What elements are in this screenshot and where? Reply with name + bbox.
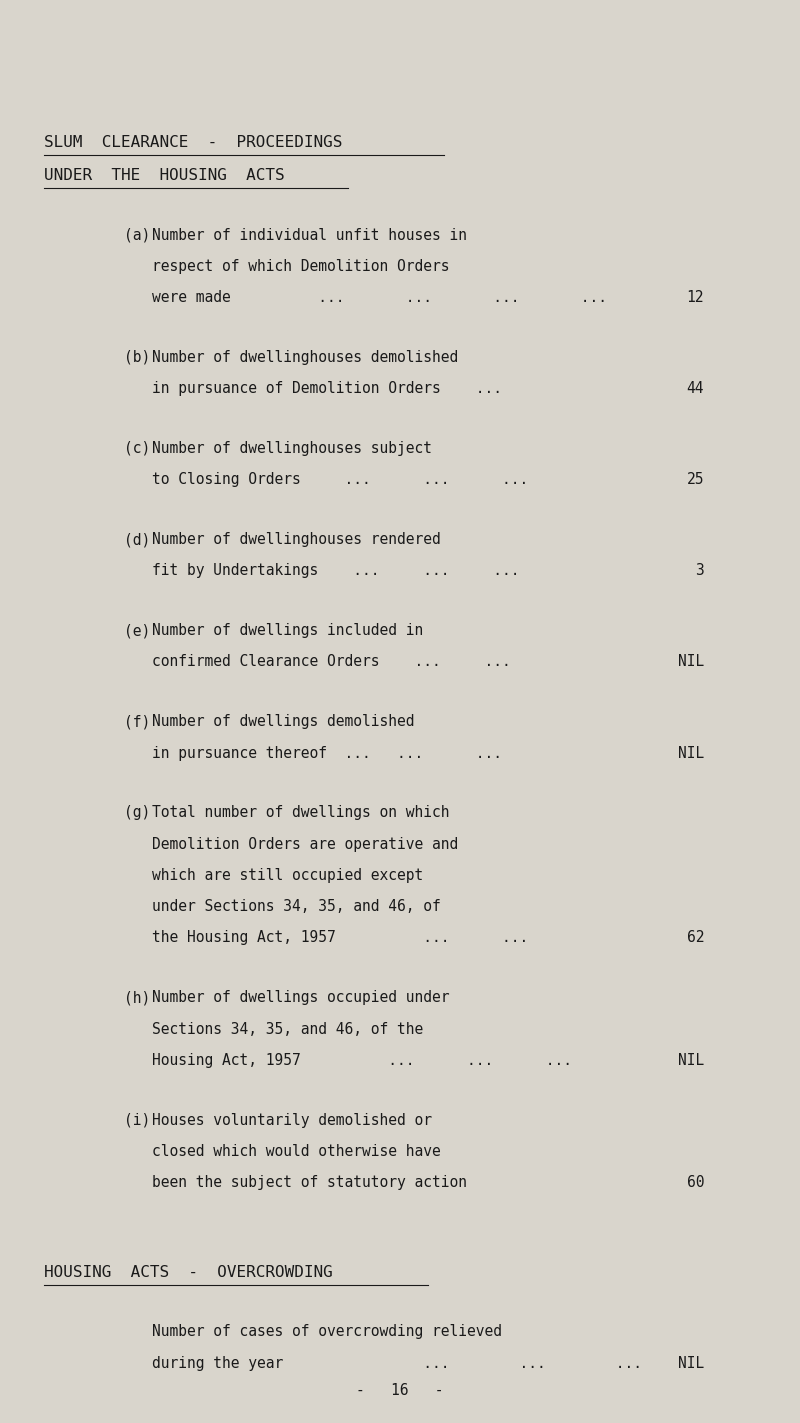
Text: been the subject of statutory action: been the subject of statutory action — [152, 1175, 467, 1190]
Text: (g): (g) — [124, 805, 150, 820]
Text: Sections 34, 35, and 46, of the: Sections 34, 35, and 46, of the — [152, 1022, 423, 1036]
Text: Housing Act, 1957          ...      ...      ...: Housing Act, 1957 ... ... ... — [152, 1053, 572, 1067]
Text: Total number of dwellings on which: Total number of dwellings on which — [152, 805, 450, 820]
Text: NIL: NIL — [678, 655, 704, 669]
Text: (h): (h) — [124, 990, 150, 1005]
Text: Number of cases of overcrowding relieved: Number of cases of overcrowding relieved — [152, 1325, 502, 1339]
Text: which are still occupied except: which are still occupied except — [152, 868, 423, 882]
Text: HOUSING  ACTS  -  OVERCROWDING: HOUSING ACTS - OVERCROWDING — [44, 1265, 333, 1279]
Text: 12: 12 — [686, 290, 704, 305]
Text: respect of which Demolition Orders: respect of which Demolition Orders — [152, 259, 450, 273]
Text: Number of dwellinghouses rendered: Number of dwellinghouses rendered — [152, 532, 441, 546]
Text: Number of dwellings occupied under: Number of dwellings occupied under — [152, 990, 450, 1005]
Text: under Sections 34, 35, and 46, of: under Sections 34, 35, and 46, of — [152, 899, 441, 914]
Text: to Closing Orders     ...      ...      ...: to Closing Orders ... ... ... — [152, 472, 528, 487]
Text: confirmed Clearance Orders    ...     ...: confirmed Clearance Orders ... ... — [152, 655, 510, 669]
Text: SLUM  CLEARANCE  -  PROCEEDINGS: SLUM CLEARANCE - PROCEEDINGS — [44, 135, 342, 151]
Text: fit by Undertakings    ...     ...     ...: fit by Undertakings ... ... ... — [152, 564, 519, 578]
Text: NIL: NIL — [678, 1053, 704, 1067]
Text: in pursuance of Demolition Orders    ...: in pursuance of Demolition Orders ... — [152, 381, 502, 396]
Text: (a): (a) — [124, 228, 150, 242]
Text: NIL: NIL — [678, 746, 704, 760]
Text: Number of dwellinghouses demolished: Number of dwellinghouses demolished — [152, 350, 458, 364]
Text: 60: 60 — [686, 1175, 704, 1190]
Text: -   16   -: - 16 - — [356, 1383, 444, 1399]
Text: Demolition Orders are operative and: Demolition Orders are operative and — [152, 837, 458, 851]
Text: Number of dwellinghouses subject: Number of dwellinghouses subject — [152, 441, 432, 455]
Text: (b): (b) — [124, 350, 150, 364]
Text: (f): (f) — [124, 714, 150, 729]
Text: (d): (d) — [124, 532, 150, 546]
Text: NIL: NIL — [678, 1356, 704, 1370]
Text: Number of individual unfit houses in: Number of individual unfit houses in — [152, 228, 467, 242]
Text: during the year                ...        ...        ...: during the year ... ... ... — [152, 1356, 642, 1370]
Text: (c): (c) — [124, 441, 150, 455]
Text: in pursuance thereof  ...   ...      ...: in pursuance thereof ... ... ... — [152, 746, 502, 760]
Text: (e): (e) — [124, 623, 150, 638]
Text: the Housing Act, 1957          ...      ...: the Housing Act, 1957 ... ... — [152, 931, 528, 945]
Text: (i): (i) — [124, 1113, 150, 1127]
Text: 3: 3 — [695, 564, 704, 578]
Text: 44: 44 — [686, 381, 704, 396]
Text: Number of dwellings included in: Number of dwellings included in — [152, 623, 423, 638]
Text: 25: 25 — [686, 472, 704, 487]
Text: were made          ...       ...       ...       ...: were made ... ... ... ... — [152, 290, 607, 305]
Text: 62: 62 — [686, 931, 704, 945]
Text: Number of dwellings demolished: Number of dwellings demolished — [152, 714, 414, 729]
Text: UNDER  THE  HOUSING  ACTS: UNDER THE HOUSING ACTS — [44, 168, 285, 184]
Text: Houses voluntarily demolished or: Houses voluntarily demolished or — [152, 1113, 432, 1127]
Text: closed which would otherwise have: closed which would otherwise have — [152, 1144, 441, 1158]
